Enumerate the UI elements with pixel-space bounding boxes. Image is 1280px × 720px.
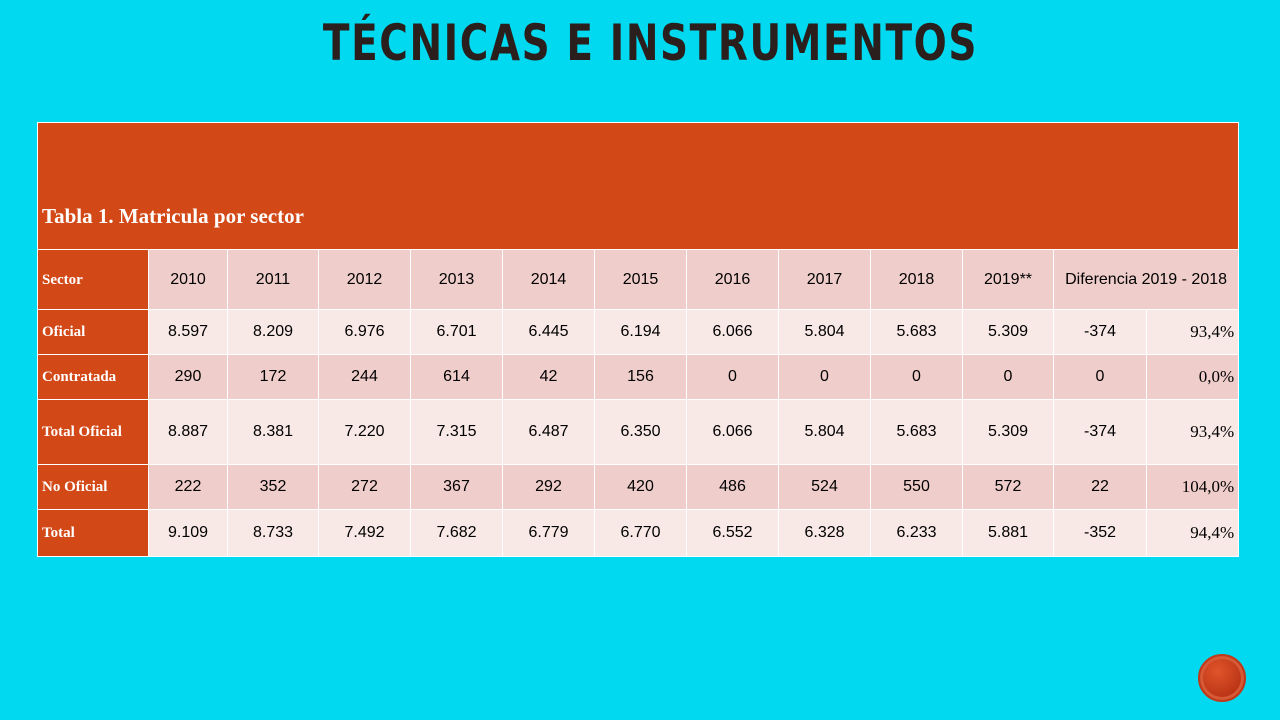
cell: 7.492 [318, 509, 411, 557]
cell: 6.770 [594, 509, 687, 557]
cell: 0 [870, 354, 963, 400]
cell: 6.066 [686, 309, 779, 355]
header-cell: 2013 [410, 249, 503, 310]
cell: 524 [778, 464, 871, 510]
cell: 8.209 [227, 309, 319, 355]
cell: 614 [410, 354, 503, 400]
cell: 8.597 [148, 309, 228, 355]
data-row: Oficial 8.597 8.209 6.976 6.701 6.445 6.194 6.0… [37, 309, 1240, 355]
header-cell: 2017 [778, 249, 871, 310]
data-row: Total 9.109 8.733 7.492 7.682 6.779 6.770 6.552… [37, 509, 1240, 557]
cell: 5.804 [778, 399, 871, 465]
cell: 6.233 [870, 509, 963, 557]
cell: 0 [778, 354, 871, 400]
cell: 9.109 [148, 509, 228, 557]
cell: 244 [318, 354, 411, 400]
data-table: Tabla 1. Matricula por sector Sector 2010 2… [36, 122, 1240, 557]
cell: 104,0% [1145, 464, 1240, 510]
cell: 22 [1053, 464, 1147, 510]
header-cell: 2019** [962, 249, 1054, 310]
cell: 367 [410, 464, 503, 510]
cell: 172 [227, 354, 319, 400]
cell: 572 [962, 464, 1054, 510]
header-cell: 2014 [502, 249, 595, 310]
header-cell: 2015 [594, 249, 687, 310]
cell: 6.066 [686, 399, 779, 465]
header-cell: 2012 [318, 249, 411, 310]
cell: 272 [318, 464, 411, 510]
cell: 290 [148, 354, 228, 400]
cell: 6.552 [686, 509, 779, 557]
cell: 6.487 [502, 399, 595, 465]
cell: 0,0% [1145, 354, 1240, 400]
header-cell: 2010 [148, 249, 228, 310]
cell: 6.350 [594, 399, 687, 465]
row-label: Oficial [37, 309, 149, 355]
cell: 6.328 [778, 509, 871, 557]
table-caption: Tabla 1. Matricula por sector [36, 122, 1240, 250]
cell: -374 [1053, 309, 1147, 355]
data-row: Total Oficial 8.887 8.381 7.220 7.315 6.487 6.… [37, 399, 1240, 465]
slide-title: TÉCNICAS E INSTRUMENTOS [322, 14, 978, 72]
cell: 8.733 [227, 509, 319, 557]
cell: 5.881 [962, 509, 1054, 557]
header-cell: 2016 [686, 249, 779, 310]
cell: 5.309 [962, 399, 1054, 465]
cell: 8.381 [227, 399, 319, 465]
cell: 0 [962, 354, 1054, 400]
cell: 222 [148, 464, 228, 510]
cell: 94,4% [1145, 509, 1240, 557]
header-cell: Diferencia 2019 - 2018 [1052, 249, 1240, 310]
cell: 93,4% [1145, 309, 1240, 355]
cell: 6.701 [410, 309, 503, 355]
row-label: Total Oficial [37, 399, 149, 465]
header-row: Sector 2010 2011 2012 2013 2014 2015 2016 2017 20… [37, 249, 1240, 310]
cell: 6.976 [318, 309, 411, 355]
cell: 6.194 [594, 309, 687, 355]
cell: 42 [502, 354, 595, 400]
cell: 0 [1053, 354, 1147, 400]
cell: 8.887 [148, 399, 228, 465]
nav-button[interactable] [1198, 654, 1246, 702]
cell: 7.315 [410, 399, 503, 465]
data-row: Contratada 290 172 244 614 42 156 0 0 0 0 0 0,0% [37, 354, 1240, 400]
cell: 7.682 [410, 509, 503, 557]
caption-row: Tabla 1. Matricula por sector [36, 122, 1240, 250]
cell: 7.220 [318, 399, 411, 465]
cell: 0 [686, 354, 779, 400]
cell: 5.804 [778, 309, 871, 355]
row-label: Total [37, 509, 149, 557]
row-label: No Oficial [37, 464, 149, 510]
cell: 550 [870, 464, 963, 510]
cell: 352 [227, 464, 319, 510]
cell: 6.779 [502, 509, 595, 557]
cell: 486 [686, 464, 779, 510]
cell: 292 [502, 464, 595, 510]
cell: 93,4% [1145, 399, 1240, 465]
cell: 6.445 [502, 309, 595, 355]
row-label: Contratada [37, 354, 149, 400]
header-cell: Sector [37, 249, 149, 310]
data-row: No Oficial 222 352 272 367 292 420 486 524 550 572… [37, 464, 1240, 510]
cell: 5.683 [870, 399, 963, 465]
cell: 5.683 [870, 309, 963, 355]
header-cell: 2018 [870, 249, 963, 310]
cell: 5.309 [962, 309, 1054, 355]
header-cell: 2011 [227, 249, 319, 310]
cell: 156 [594, 354, 687, 400]
cell: -352 [1053, 509, 1147, 557]
cell: 420 [594, 464, 687, 510]
cell: -374 [1053, 399, 1147, 465]
